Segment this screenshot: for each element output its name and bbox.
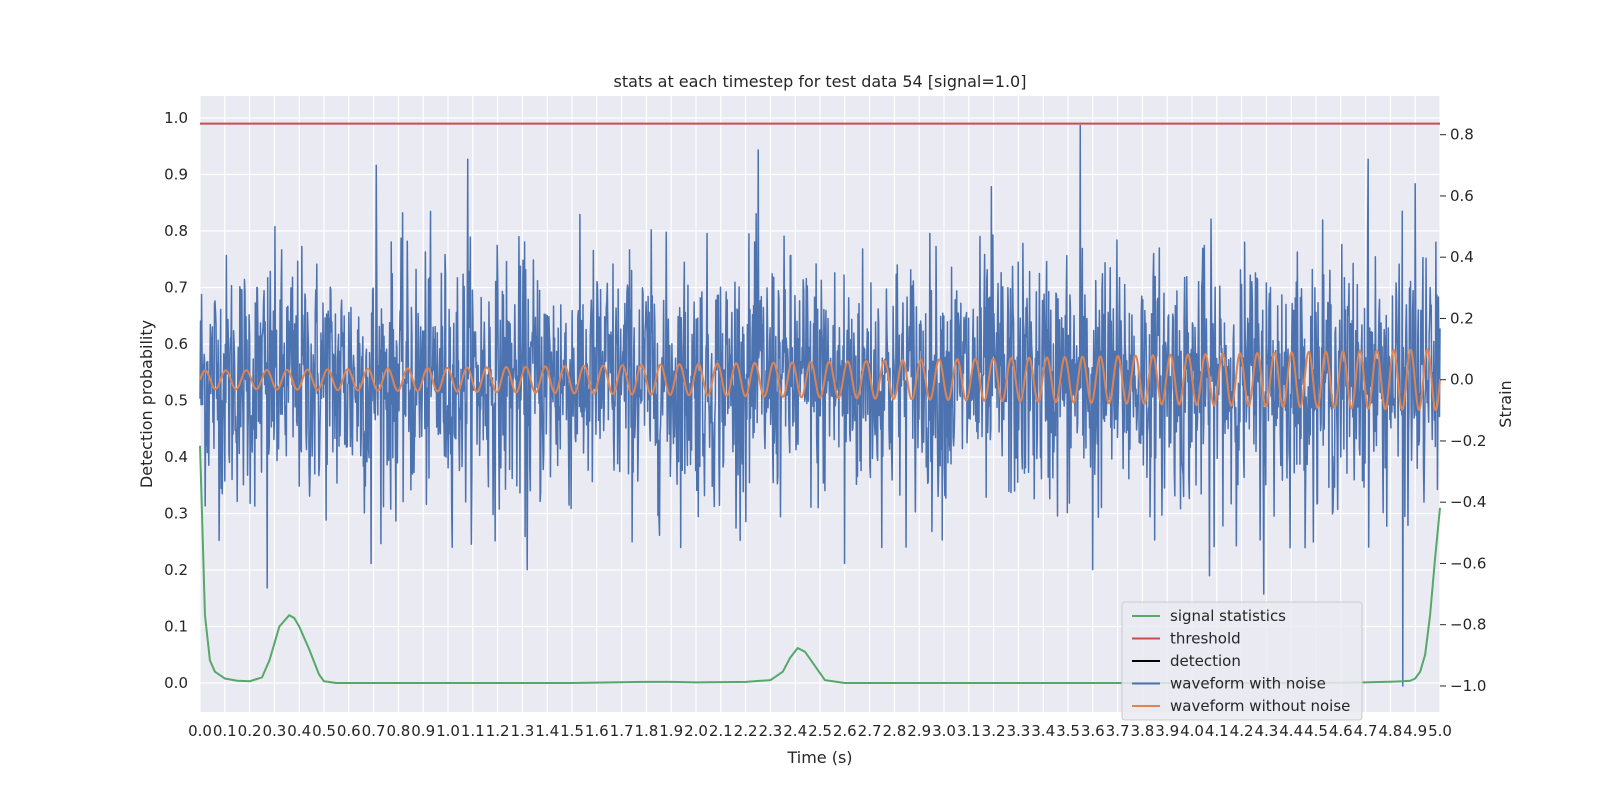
x-tick-label: 3.0 — [932, 722, 956, 740]
y-tick-label-left: 0.7 — [164, 279, 188, 297]
x-tick-label: 0.5 — [312, 722, 336, 740]
y-axis-title-left: Detection probability — [137, 320, 156, 488]
right-axis-ticks: −1.0 −0.8 −0.6 −0.4 −0.2 0.0 0.2 0.4 0.6 0.8 — [1440, 126, 1486, 695]
y-tick-label-left: 0.9 — [164, 166, 188, 184]
x-tick-label: 2.7 — [858, 722, 882, 740]
y-tick-label-right: 0.0 — [1450, 371, 1474, 389]
legend-box — [1121, 601, 1363, 721]
y-tick-label-right: 0.2 — [1450, 309, 1474, 327]
y-tick-label-right: −0.4 — [1450, 493, 1486, 511]
x-tick-label: 3.5 — [1056, 722, 1080, 740]
x-tick-label: 0.3 — [262, 722, 286, 740]
x-tick-label: 2.2 — [734, 722, 758, 740]
series-signal-statistics — [199, 445, 1441, 684]
x-tick-label: 4.1 — [1205, 722, 1229, 740]
y-axis-title-right: Strain — [1496, 380, 1515, 427]
legend-label-signal-statistics: signal statistics — [1170, 607, 1286, 625]
x-tick-label: 3.2 — [982, 722, 1006, 740]
x-tick-label: 3.6 — [1081, 722, 1105, 740]
x-tick-label: 2.5 — [808, 722, 832, 740]
x-tick-label: 4.0 — [1180, 722, 1204, 740]
x-tick-label: 0.0 — [188, 722, 212, 740]
x-tick-label: 0.2 — [238, 722, 262, 740]
y-tick-label-left: 0.3 — [164, 505, 188, 523]
x-tick-label: 1.3 — [510, 722, 534, 740]
x-axis-title: Time (s) — [786, 748, 852, 767]
legend-label-waveform-without-noise: waveform without noise — [1170, 697, 1350, 715]
x-tick-label: 2.8 — [882, 722, 906, 740]
x-tick-label: 2.0 — [684, 722, 708, 740]
x-tick-label: 4.7 — [1354, 722, 1378, 740]
chart-title: stats at each timestep for test data 54 … — [614, 72, 1027, 91]
y-tick-label-left: 0.2 — [164, 561, 188, 579]
x-tick-label: 3.3 — [1006, 722, 1030, 740]
x-tick-label: 4.9 — [1403, 722, 1427, 740]
y-tick-label-right: −1.0 — [1450, 677, 1486, 695]
x-tick-label: 2.4 — [783, 722, 807, 740]
x-tick-label: 0.8 — [386, 722, 410, 740]
y-tick-label-left: 0.5 — [164, 392, 188, 410]
x-tick-label: 1.2 — [486, 722, 510, 740]
x-tick-label: 3.9 — [1155, 722, 1179, 740]
y-tick-label-left: 0.8 — [164, 222, 188, 240]
x-tick-label: 2.1 — [709, 722, 733, 740]
legend: signal statistics threshold detection wa… — [1121, 601, 1363, 721]
legend-label-threshold: threshold — [1170, 630, 1241, 648]
y-tick-label-left: 0.6 — [164, 335, 188, 353]
x-tick-label: 2.6 — [833, 722, 857, 740]
x-tick-label: 2.9 — [907, 722, 931, 740]
series-waveform-with-noise — [199, 124, 1441, 687]
x-tick-label: 3.7 — [1106, 722, 1130, 740]
x-tick-label: 4.5 — [1304, 722, 1328, 740]
x-axis-ticks: 0.0 0.1 0.2 0.3 0.4 0.5 0.6 0.7 0.8 0.9 1.0 1.1 1.2 1… — [188, 722, 1452, 740]
series-waveform-without-noise — [199, 348, 1441, 412]
x-tick-label: 1.5 — [560, 722, 584, 740]
y-tick-label-right: 0.8 — [1450, 126, 1474, 144]
series-layer — [199, 122, 1441, 687]
legend-label-waveform-with-noise: waveform with noise — [1170, 675, 1326, 693]
x-tick-label: 4.8 — [1378, 722, 1402, 740]
x-tick-label: 0.7 — [362, 722, 386, 740]
y-tick-label-left: 0.0 — [164, 674, 188, 692]
y-tick-label-right: −0.2 — [1450, 432, 1486, 450]
x-tick-label: 3.8 — [1130, 722, 1154, 740]
x-tick-label: 1.9 — [659, 722, 683, 740]
x-tick-label: 1.8 — [634, 722, 658, 740]
x-tick-label: 1.7 — [610, 722, 634, 740]
x-tick-label: 1.6 — [585, 722, 609, 740]
y-tick-label-right: −0.8 — [1450, 616, 1486, 634]
x-tick-label: 4.6 — [1329, 722, 1353, 740]
x-tick-label: 3.1 — [957, 722, 981, 740]
x-tick-label: 0.4 — [287, 722, 311, 740]
x-tick-label: 2.3 — [758, 722, 782, 740]
x-tick-label: 4.4 — [1279, 722, 1303, 740]
x-tick-label: 5.0 — [1428, 722, 1452, 740]
y-tick-label-left: 1.0 — [164, 109, 188, 127]
x-tick-label: 0.6 — [337, 722, 361, 740]
x-tick-label: 1.4 — [535, 722, 559, 740]
y-tick-label-left: 0.1 — [164, 618, 188, 636]
y-tick-label-right: 0.4 — [1450, 248, 1474, 266]
y-tick-label-right: 0.6 — [1450, 187, 1474, 205]
x-tick-label: 4.2 — [1230, 722, 1254, 740]
y-tick-label-left: 0.4 — [164, 448, 188, 466]
left-axis-ticks: 0.0 0.1 0.2 0.3 0.4 0.5 0.6 0.7 0.8 0.9 1.0 — [164, 109, 188, 692]
x-tick-label: 3.4 — [1031, 722, 1055, 740]
x-tick-label: 4.3 — [1254, 722, 1278, 740]
x-tick-label: 1.0 — [436, 722, 460, 740]
x-tick-label: 1.1 — [461, 722, 485, 740]
x-tick-label: 0.1 — [213, 722, 237, 740]
y-tick-label-right: −0.6 — [1450, 554, 1486, 572]
x-tick-label: 0.9 — [411, 722, 435, 740]
legend-label-detection: detection — [1170, 652, 1241, 670]
